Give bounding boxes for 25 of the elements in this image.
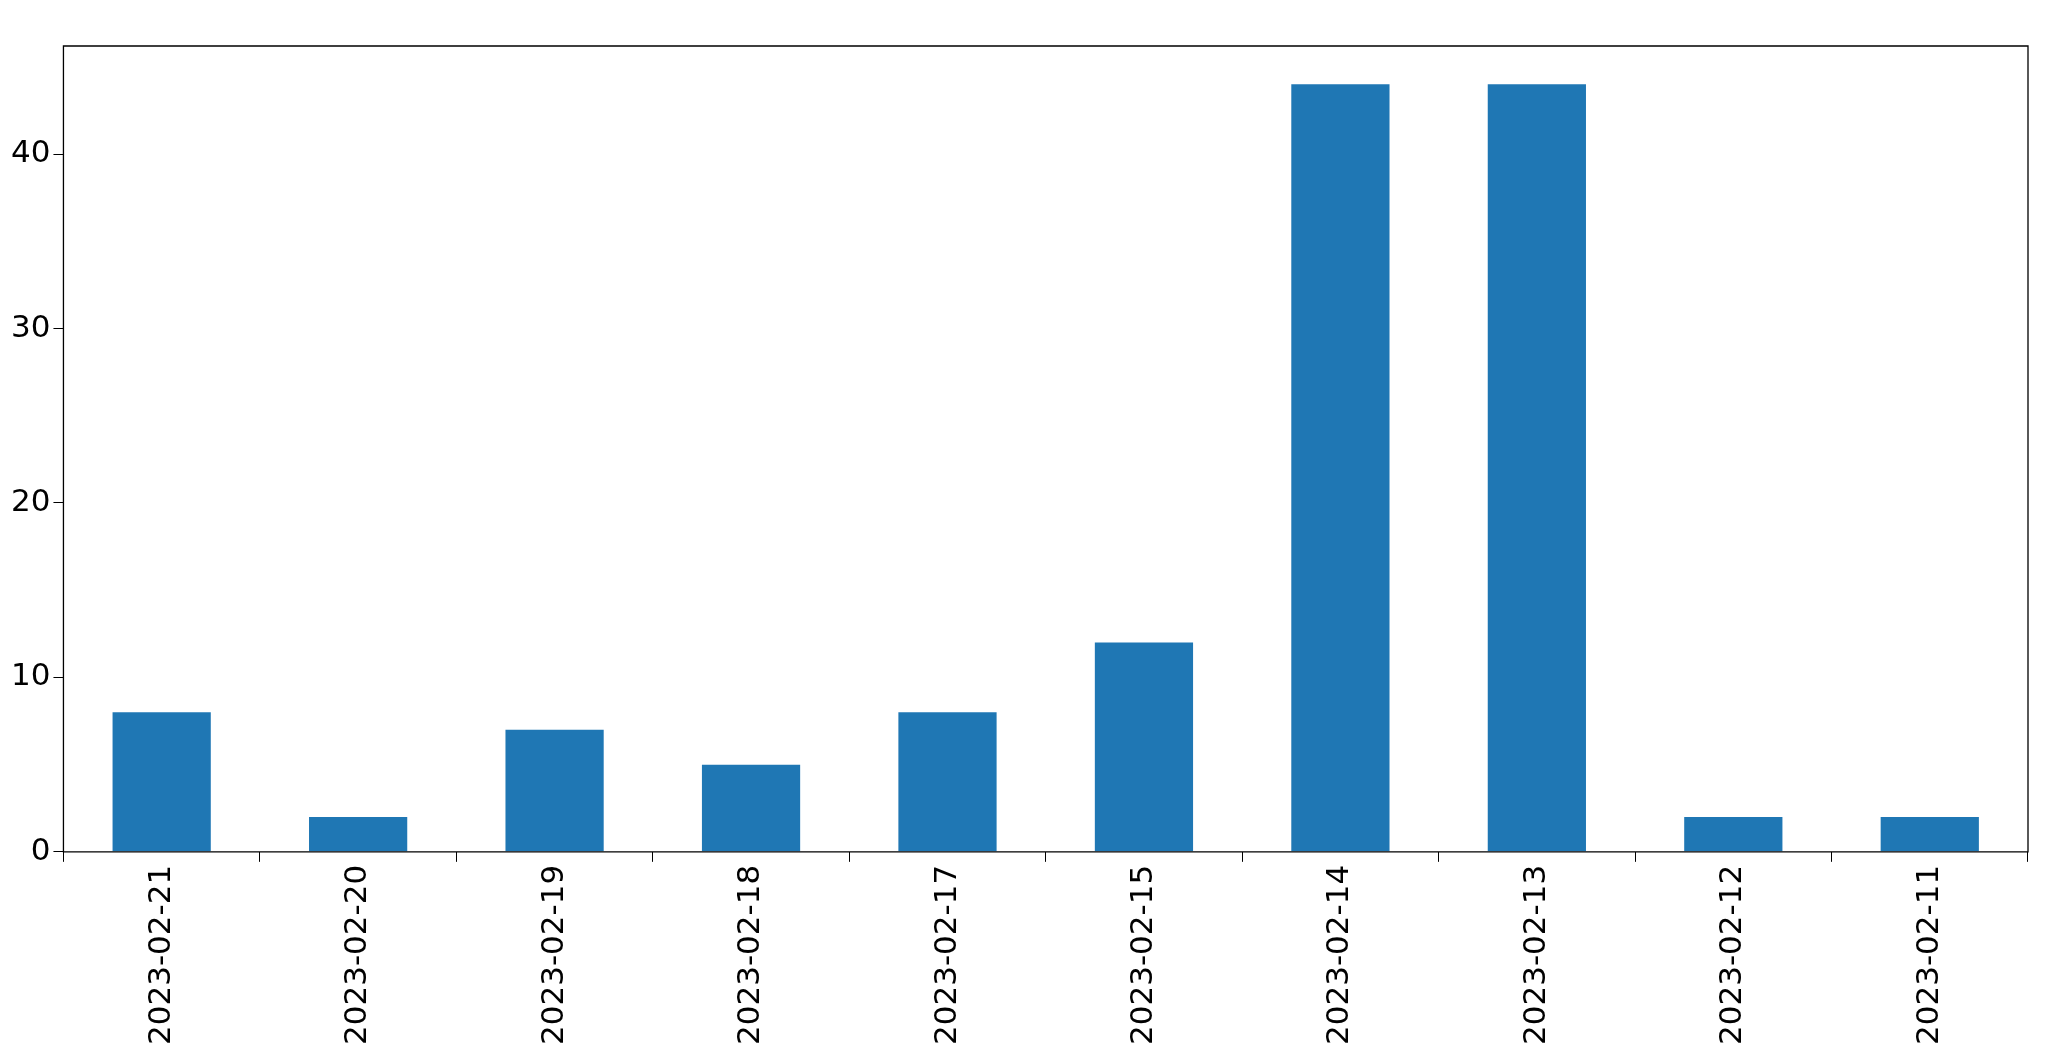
x-tick-label: 2023-02-19 bbox=[533, 864, 570, 1046]
bar bbox=[1880, 816, 1979, 852]
x-tick-label: 2023-02-14 bbox=[1319, 864, 1356, 1046]
bar bbox=[1684, 816, 1783, 852]
bar bbox=[112, 712, 211, 852]
x-tick-label: 2023-02-11 bbox=[1908, 864, 1945, 1046]
x-tick-label: 2023-02-20 bbox=[337, 864, 374, 1046]
y-tick-label: 40 bbox=[10, 133, 51, 170]
y-tick-label: 10 bbox=[10, 656, 51, 693]
y-tick-label: 30 bbox=[10, 307, 51, 344]
x-tick-label: 2023-02-12 bbox=[1712, 864, 1749, 1046]
x-tick-label: 2023-02-21 bbox=[140, 864, 177, 1046]
bar bbox=[898, 712, 997, 852]
bar bbox=[1487, 84, 1586, 852]
bar bbox=[505, 729, 604, 852]
bar bbox=[701, 764, 801, 852]
bar bbox=[1291, 84, 1390, 852]
x-tick-label: 2023-02-15 bbox=[1123, 864, 1159, 1046]
x-tick-label: 2023-02-13 bbox=[1515, 864, 1552, 1046]
y-tick-label: 20 bbox=[10, 482, 51, 519]
x-tick-label: 2023-02-18 bbox=[730, 864, 767, 1046]
y-tick-label: 0 bbox=[30, 830, 51, 867]
x-tick-label: 2023-02-17 bbox=[926, 864, 963, 1046]
bar bbox=[309, 816, 408, 852]
bar bbox=[1094, 642, 1194, 852]
